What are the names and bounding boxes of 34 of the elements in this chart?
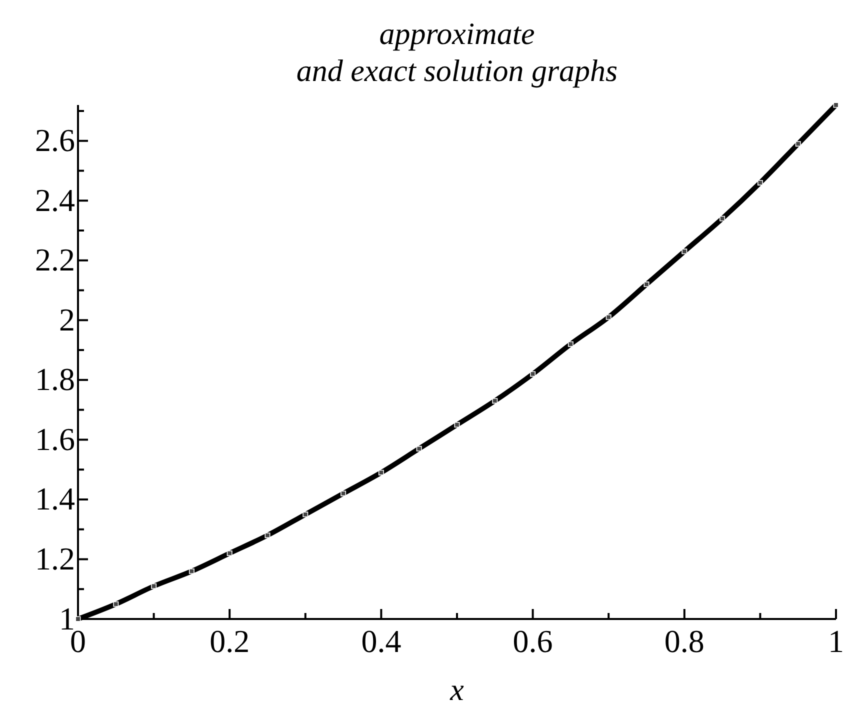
point	[720, 216, 726, 222]
y-tick-label: 2	[59, 301, 75, 338]
y-tick-label: 1.8	[35, 361, 75, 398]
y-tick-label: 1.4	[35, 480, 75, 517]
point	[416, 446, 422, 452]
x-tick-label: 0.4	[361, 622, 402, 659]
point	[113, 601, 119, 607]
x-tick-label: 0.2	[210, 622, 250, 659]
point	[340, 490, 346, 496]
point	[151, 583, 157, 589]
point	[492, 398, 498, 404]
point	[378, 470, 384, 476]
point	[302, 512, 308, 518]
point	[606, 314, 612, 320]
point	[264, 532, 270, 538]
point	[644, 282, 650, 288]
point	[757, 180, 763, 186]
y-tick-label: 1.2	[35, 540, 75, 576]
y-tick-label: 1.6	[35, 420, 75, 457]
x-tick-label: 0.6	[512, 622, 553, 659]
point	[568, 341, 574, 347]
y-tick-label: 2.4	[35, 182, 75, 218]
chart-title: approximate and exact solution graphs	[296, 16, 618, 88]
x-tick-label: 1	[828, 622, 844, 659]
point	[530, 371, 536, 377]
x-axis-title: x	[449, 672, 464, 707]
point	[795, 141, 801, 147]
point	[454, 422, 460, 428]
point	[226, 550, 232, 556]
y-tick-label: 2.2	[35, 242, 75, 278]
point	[188, 568, 194, 574]
point	[682, 248, 688, 254]
y-tick-label: 2.6	[35, 122, 75, 158]
x-tick-label: 0.8	[664, 622, 704, 659]
